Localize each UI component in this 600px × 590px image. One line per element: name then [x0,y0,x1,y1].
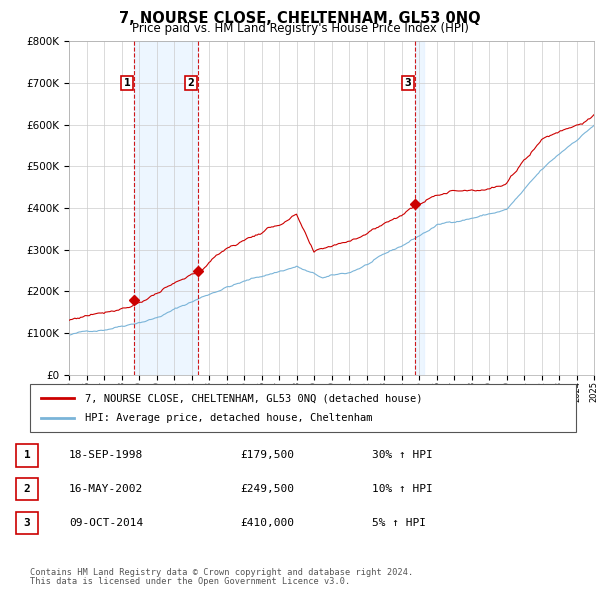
Text: 7, NOURSE CLOSE, CHELTENHAM, GL53 0NQ: 7, NOURSE CLOSE, CHELTENHAM, GL53 0NQ [119,11,481,25]
Text: 2: 2 [188,78,194,88]
Text: Contains HM Land Registry data © Crown copyright and database right 2024.: Contains HM Land Registry data © Crown c… [30,568,413,577]
Bar [134,41,198,375]
Text: Price paid vs. HM Land Registry's House Price Index (HPI): Price paid vs. HM Land Registry's House … [131,22,469,35]
Text: This data is licensed under the Open Government Licence v3.0.: This data is licensed under the Open Gov… [30,578,350,586]
Text: 1: 1 [124,78,130,88]
Text: 1: 1 [23,451,31,460]
FancyBboxPatch shape [30,384,576,432]
Text: 7, NOURSE CLOSE, CHELTENHAM, GL53 0NQ (detached house): 7, NOURSE CLOSE, CHELTENHAM, GL53 0NQ (d… [85,393,422,403]
Text: 10% ↑ HPI: 10% ↑ HPI [372,484,433,494]
Text: 2: 2 [23,484,31,494]
Text: 18-SEP-1998: 18-SEP-1998 [69,451,143,460]
Text: 16-MAY-2002: 16-MAY-2002 [69,484,143,494]
Text: HPI: Average price, detached house, Cheltenham: HPI: Average price, detached house, Chel… [85,414,372,424]
Text: 3: 3 [404,78,412,88]
Text: 3: 3 [23,518,31,527]
Bar [415,41,424,375]
Text: 5% ↑ HPI: 5% ↑ HPI [372,518,426,527]
Text: 09-OCT-2014: 09-OCT-2014 [69,518,143,527]
Text: £179,500: £179,500 [240,451,294,460]
Text: £410,000: £410,000 [240,518,294,527]
Text: 30% ↑ HPI: 30% ↑ HPI [372,451,433,460]
Text: £249,500: £249,500 [240,484,294,494]
